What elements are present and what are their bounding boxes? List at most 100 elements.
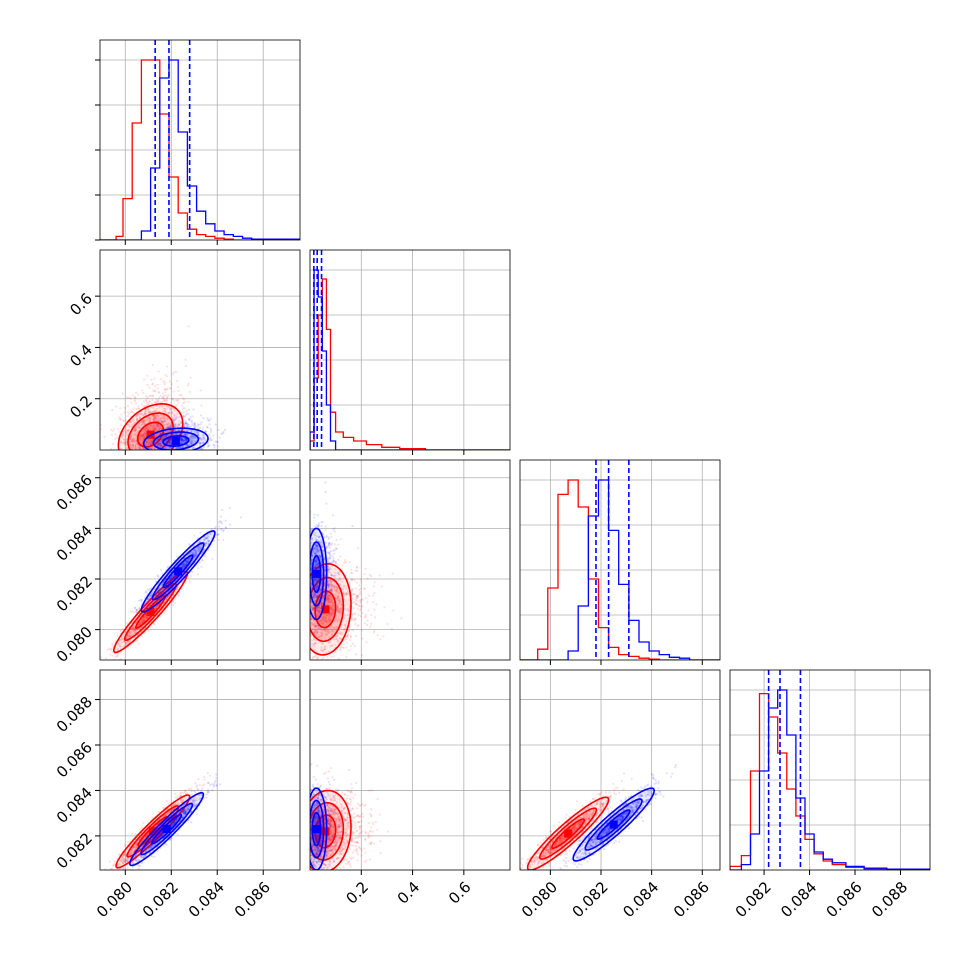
point-blue-2-0 — [195, 551, 198, 554]
point-red-1-0 — [163, 420, 166, 423]
point-red-2-0 — [199, 561, 202, 564]
point-red-2-0 — [128, 640, 131, 643]
point-red-1-0 — [158, 417, 161, 420]
point-red-1-0 — [154, 417, 158, 420]
point-blue-1-0 — [179, 439, 182, 442]
point-red-1-0 — [159, 443, 162, 446]
point-red-1-0 — [156, 415, 160, 418]
point-red-1-0 — [123, 442, 126, 445]
point-red-1-0 — [159, 417, 162, 420]
point-red-2-1 — [331, 661, 333, 663]
point-red-2-0 — [140, 621, 143, 625]
point-blue-1-0 — [184, 422, 187, 425]
point-red-2-0 — [165, 598, 168, 601]
point-red-2-0 — [163, 611, 166, 614]
point-red-1-0 — [172, 373, 175, 376]
point-red-1-0 — [163, 416, 166, 419]
point-red-1-0 — [153, 401, 156, 404]
point-blue-1-0 — [182, 439, 185, 442]
point-blue-1-0 — [193, 421, 196, 425]
point-red-1-0 — [145, 427, 148, 430]
point-red-2-0 — [145, 616, 149, 620]
point-blue-1-0 — [170, 423, 173, 426]
point-blue-1-0 — [149, 424, 152, 427]
point-red-1-0 — [159, 444, 162, 447]
point-red-1-0 — [148, 416, 151, 419]
point-blue-1-0 — [185, 413, 188, 416]
point-blue-2-0 — [169, 576, 172, 580]
point-red-2-1 — [360, 581, 363, 584]
point-red-1-0 — [124, 440, 127, 443]
point-red-2-1 — [352, 600, 356, 603]
point-blue-1-0 — [186, 425, 189, 428]
point-blue-1-0 — [193, 423, 196, 426]
point-red-1-0 — [149, 394, 152, 397]
point-red-1-0 — [140, 448, 143, 450]
point-red-2-1 — [363, 622, 366, 625]
point-red-1-0 — [159, 442, 162, 445]
point-blue-1-0 — [203, 433, 206, 436]
point-blue-1-0 — [184, 421, 187, 424]
point-blue-1-0 — [138, 445, 142, 448]
point-red-1-0 — [130, 443, 134, 446]
point-blue-2-0 — [146, 592, 149, 595]
point-red-1-0 — [145, 398, 148, 401]
point-red-1-0 — [153, 384, 157, 388]
point-red-1-0 — [175, 425, 178, 428]
point-blue-1-0 — [165, 435, 168, 438]
point-red-1-0 — [156, 442, 159, 445]
point-blue-1-0 — [199, 426, 202, 429]
point-red-1-0 — [164, 373, 167, 376]
point-blue-1-0 — [185, 445, 188, 448]
point-blue-1-0 — [180, 439, 183, 442]
point-red-1-0 — [144, 411, 147, 414]
point-red-1-0 — [161, 397, 164, 400]
point-red-1-0 — [163, 408, 166, 411]
point-red-1-0 — [138, 437, 141, 440]
point-blue-2-0 — [203, 554, 207, 558]
point-red-1-0 — [136, 432, 139, 435]
point-red-2-0 — [143, 618, 146, 622]
point-red-2-1 — [366, 601, 369, 604]
point-red-1-0 — [155, 419, 158, 422]
point-red-1-0 — [162, 380, 165, 383]
point-blue-2-1 — [317, 522, 320, 525]
point-blue-1-0 — [166, 412, 169, 415]
point-red-1-0 — [187, 325, 190, 328]
point-red-1-0 — [151, 446, 154, 449]
point-blue-1-0 — [192, 430, 195, 433]
point-blue-2-0 — [181, 564, 184, 568]
point-blue-1-0 — [173, 423, 176, 426]
point-blue-1-0 — [216, 440, 219, 443]
point-blue-1-0 — [173, 419, 176, 422]
point-red-1-0 — [119, 440, 122, 443]
point-red-2-1 — [337, 543, 340, 546]
point-red-1-0 — [182, 415, 185, 418]
point-red-2-1 — [329, 661, 331, 663]
point-red-1-0 — [143, 432, 146, 435]
point-blue-1-0 — [190, 434, 193, 437]
point-blue-1-0 — [137, 447, 141, 450]
point-red-1-0 — [150, 439, 153, 442]
point-blue-1-0 — [190, 436, 193, 439]
point-red-1-0 — [193, 429, 196, 432]
point-red-2-0 — [191, 570, 194, 574]
point-red-2-0 — [120, 645, 123, 648]
point-red-1-0 — [156, 424, 159, 427]
point-red-1-0 — [168, 387, 171, 390]
point-red-2-1 — [386, 622, 389, 626]
point-red-2-0 — [122, 634, 125, 637]
point-blue-2-0 — [184, 560, 187, 563]
point-red-1-0 — [124, 419, 127, 422]
point-red-2-1 — [354, 622, 357, 626]
point-red-2-0 — [138, 622, 141, 625]
point-blue-1-0 — [157, 443, 160, 446]
point-red-1-0 — [157, 415, 160, 418]
point-red-1-0 — [110, 447, 113, 450]
point-blue-1-0 — [192, 441, 195, 445]
point-red-1-0 — [136, 448, 139, 450]
point-red-1-0 — [200, 389, 203, 392]
point-red-1-0 — [165, 398, 169, 401]
point-blue-2-0 — [196, 549, 199, 553]
point-blue-2-0 — [185, 563, 188, 566]
